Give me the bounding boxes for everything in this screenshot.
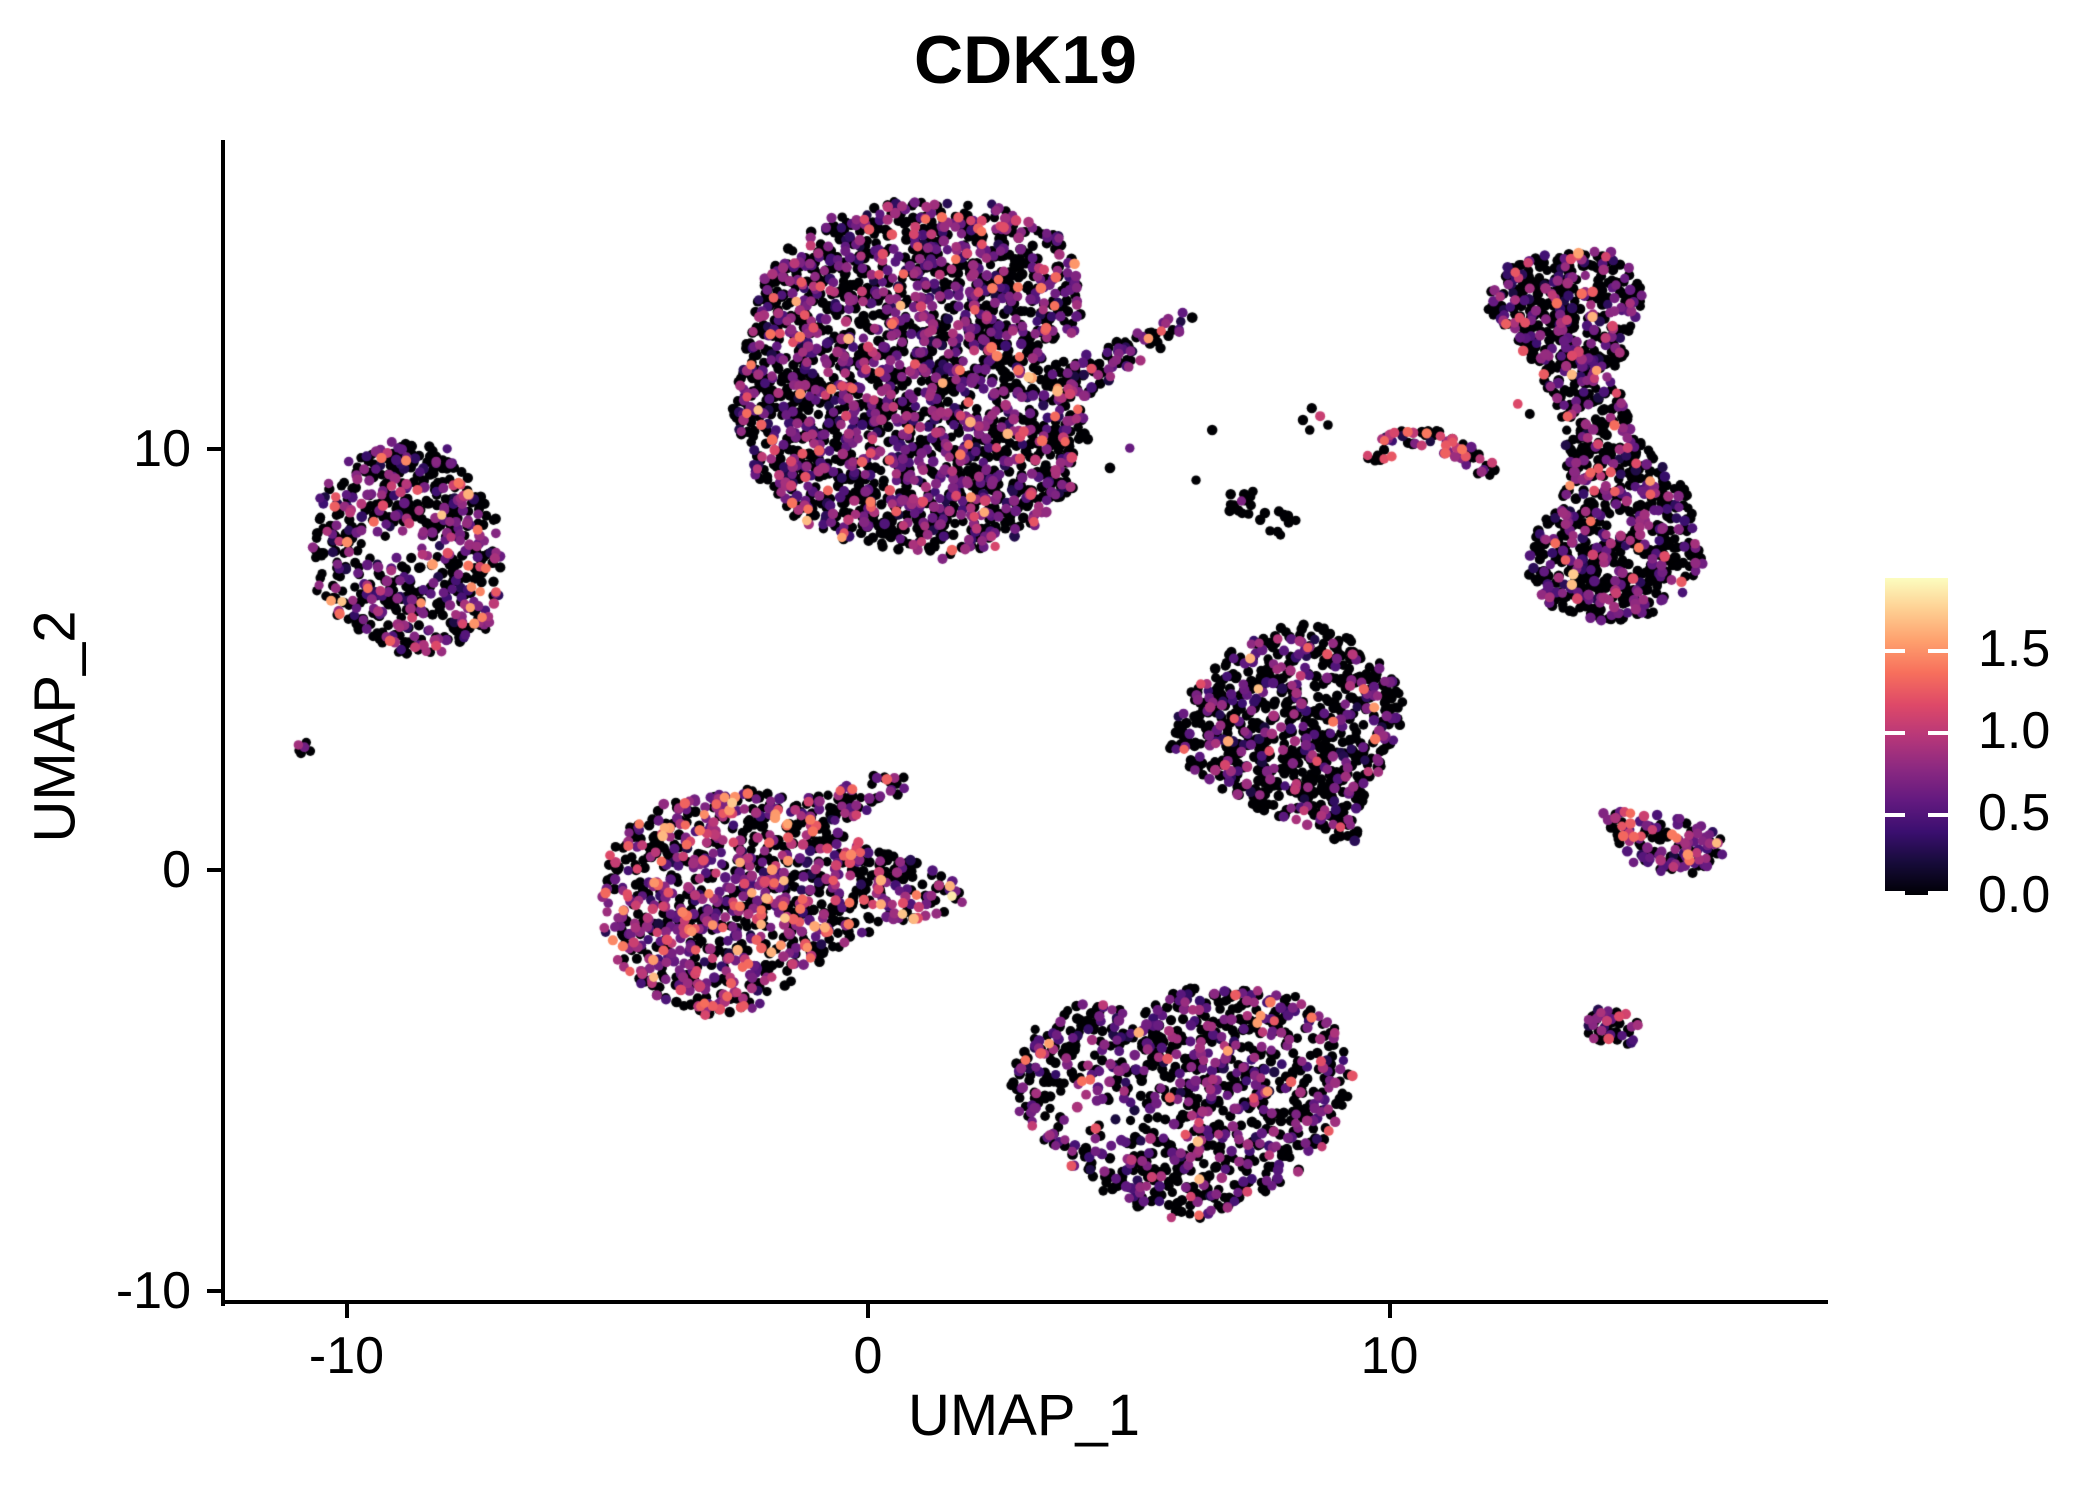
y-axis-line xyxy=(221,140,225,1306)
y-axis-title: UMAP_2 xyxy=(22,610,88,843)
x-tick-mark xyxy=(344,1304,349,1318)
x-tick-label: 10 xyxy=(1360,1327,1419,1385)
x-axis-line xyxy=(221,1300,1828,1304)
x-tick-label: 0 xyxy=(853,1327,883,1385)
colorbar-tick-label: 0.5 xyxy=(1978,783,2051,842)
colorbar-tick-mark xyxy=(1885,730,1905,735)
x-tick-mark xyxy=(1387,1304,1392,1318)
colorbar-tick-mark xyxy=(1928,891,1948,895)
x-tick-label: -10 xyxy=(308,1327,385,1385)
colorbar-tick-mark xyxy=(1885,891,1905,895)
colorbar-tick-mark xyxy=(1885,648,1905,653)
x-tick-mark xyxy=(866,1304,870,1318)
y-tick-label: -10 xyxy=(115,1262,191,1320)
y-tick-label: 10 xyxy=(133,420,191,478)
y-tick-mark xyxy=(207,447,221,451)
y-tick-mark xyxy=(207,1289,221,1293)
colorbar-tick-mark xyxy=(1928,730,1948,735)
colorbar-tick-label: 0.0 xyxy=(1978,866,2051,924)
colorbar-tick-label: 1.0 xyxy=(1978,701,2051,760)
x-axis-title: UMAP_1 xyxy=(907,1383,1141,1448)
colorbar-tick-mark xyxy=(1885,812,1905,817)
y-tick-label: 0 xyxy=(162,841,191,899)
colorbar-tick-label: 1.5 xyxy=(1978,619,2051,678)
y-tick-mark xyxy=(207,868,221,872)
colorbar-gradient xyxy=(1885,578,1948,895)
colorbar-tick-mark xyxy=(1928,648,1948,653)
colorbar-tick-mark xyxy=(1928,812,1948,817)
